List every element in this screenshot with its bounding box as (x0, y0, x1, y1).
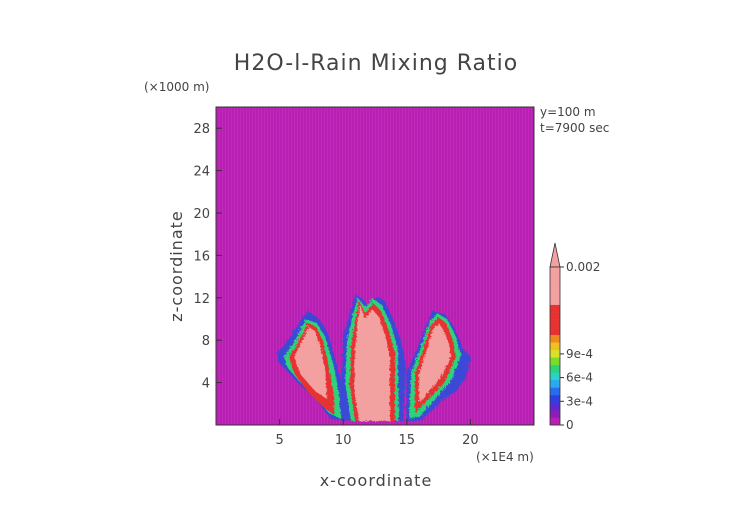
colorbar-cell (550, 379, 560, 388)
colorbar-cell (550, 342, 560, 351)
x-tick-label: 10 (335, 433, 352, 448)
colorbar-cell (550, 387, 560, 396)
colorbar-cell (550, 349, 560, 358)
colorbar-cell (550, 319, 560, 328)
z-unit-label: (×1000 m) (144, 80, 209, 94)
x-axis: 5 10 15 20 (275, 419, 479, 448)
x-tick-label: 5 (275, 433, 283, 448)
colorbar-label: 0.002 (566, 260, 600, 274)
z-tick-label: 24 (193, 165, 210, 180)
plume-center-peak (353, 304, 389, 420)
colorbar-cell (550, 282, 560, 290)
x-tick-label: 20 (462, 433, 479, 448)
chart-title: H2O-l-Rain Mixing Ratio (234, 51, 518, 76)
z-tick-label: 16 (193, 249, 210, 264)
colorbar-cell (550, 304, 560, 313)
x-unit-label: (×1E4 m) (476, 450, 534, 464)
colorbar-label: 9e-4 (566, 347, 593, 361)
x-axis-label: x-coordinate (320, 471, 433, 490)
colorbar: 0.002 9e-4 6e-4 3e-4 0 (549, 242, 600, 432)
colorbar-label: 0 (566, 418, 574, 432)
z-tick-label: 20 (193, 207, 210, 222)
z-axis: 4 8 12 16 20 24 28 (193, 122, 222, 392)
rain-plumes (276, 294, 470, 420)
colorbar-cell (550, 289, 560, 298)
colorbar-cell (550, 357, 560, 366)
colorbar-extend-arrow (549, 242, 561, 268)
colorbar-cell (550, 327, 560, 336)
colorbar-label: 6e-4 (566, 371, 593, 385)
colorbar-cell (550, 364, 560, 373)
annotation-y: y=100 m (540, 105, 596, 119)
colorbar-cell (550, 402, 560, 411)
colorbar-cell (550, 417, 560, 426)
z-tick-label: 12 (193, 292, 210, 307)
annotation-t: t=7900 sec (540, 121, 609, 135)
plume-left-peak (293, 326, 326, 398)
colorbar-cell (550, 334, 560, 343)
colorbar-cell (550, 274, 560, 283)
colorbar-cell (550, 267, 560, 275)
colorbar-cell (550, 409, 560, 418)
x-tick-label: 15 (399, 433, 416, 448)
colorbar-cell (550, 394, 560, 403)
colorbar-cell (550, 312, 560, 320)
z-tick-label: 28 (193, 122, 210, 137)
z-tick-label: 4 (202, 377, 210, 392)
colorbar-cell (550, 297, 560, 305)
plot-frame (215, 106, 535, 426)
colorbar-cell (550, 372, 560, 381)
plume-right-peak (418, 322, 450, 402)
z-tick-label: 8 (202, 334, 210, 349)
colorbar-label: 3e-4 (566, 394, 593, 408)
z-axis-label: z-coordinate (167, 210, 186, 322)
